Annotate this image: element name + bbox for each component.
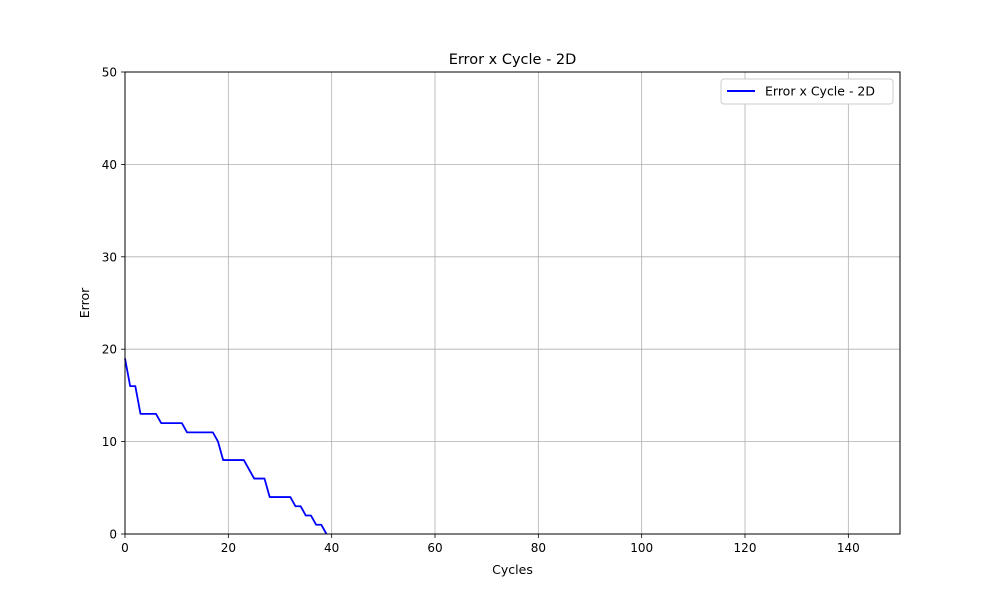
series-layer xyxy=(124,358,328,535)
x-tick-label: 120 xyxy=(734,541,757,555)
y-tick-label: 10 xyxy=(102,435,117,449)
chart-title: Error x Cycle - 2D xyxy=(449,52,577,68)
ticks: 0 20 40 60 80 100 120 140 0 10 20 30 40 50 xyxy=(102,66,860,556)
legend-label: Error x Cycle - 2D xyxy=(765,84,875,99)
legend-box xyxy=(720,78,894,105)
y-tick-label: 30 xyxy=(102,250,117,264)
plot-frame xyxy=(124,71,901,535)
x-tick-label: 100 xyxy=(630,541,653,555)
x-tick-label: 40 xyxy=(324,541,339,555)
legend: Error x Cycle - 2D xyxy=(720,78,894,105)
x-tick-label: 80 xyxy=(531,541,546,555)
y-tick-label: 0 xyxy=(109,528,117,542)
x-tick-label: 20 xyxy=(221,541,236,555)
x-tick-label: 140 xyxy=(837,541,860,555)
y-axis-label: Error xyxy=(77,287,92,318)
x-axis-label: Cycles xyxy=(492,562,533,577)
x-tick-label: 0 xyxy=(121,541,129,555)
series-line xyxy=(124,358,328,535)
y-tick-label: 40 xyxy=(102,158,117,172)
y-tick-label: 20 xyxy=(102,343,117,357)
y-tick-label: 50 xyxy=(102,66,117,80)
x-tick-label: 60 xyxy=(427,541,442,555)
